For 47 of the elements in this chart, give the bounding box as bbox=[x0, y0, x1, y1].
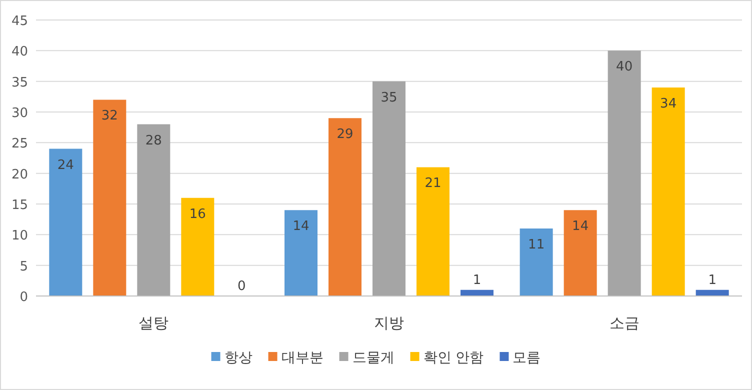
bar bbox=[328, 118, 362, 296]
bar bbox=[608, 50, 641, 296]
data-label: 14 bbox=[572, 219, 589, 234]
bar bbox=[460, 290, 494, 296]
data-label: 34 bbox=[660, 96, 677, 112]
bar bbox=[416, 167, 450, 296]
bar bbox=[284, 210, 318, 296]
bar bbox=[181, 198, 214, 296]
x-tick-label: 소금 bbox=[609, 314, 640, 332]
data-label: 40 bbox=[616, 60, 633, 75]
bar bbox=[652, 87, 685, 296]
bar bbox=[696, 290, 729, 296]
data-label: 29 bbox=[336, 127, 354, 142]
y-tick-label: 40 bbox=[11, 44, 28, 60]
y-tick-label: 5 bbox=[20, 259, 28, 274]
data-label: 24 bbox=[57, 158, 74, 173]
y-tick-label: 35 bbox=[11, 75, 28, 90]
x-tick-label: 지방 bbox=[374, 314, 404, 332]
legend-label: 항상 bbox=[224, 350, 252, 366]
data-label: 1 bbox=[708, 272, 716, 288]
y-tick-label: 30 bbox=[11, 106, 28, 121]
legend-label: 확인 안함 bbox=[423, 350, 484, 366]
data-label: 16 bbox=[189, 206, 206, 222]
data-label: 21 bbox=[424, 176, 442, 192]
bar bbox=[520, 228, 553, 296]
legend-label: 대부분 bbox=[281, 350, 324, 366]
bar bbox=[49, 148, 82, 296]
y-tick-label: 20 bbox=[11, 167, 28, 182]
y-tick-label: 0 bbox=[20, 290, 28, 305]
bar bbox=[372, 81, 406, 296]
x-tick-label: 설탕 bbox=[138, 314, 169, 332]
bar bbox=[564, 210, 597, 296]
data-label: 0 bbox=[238, 279, 246, 294]
data-label: 14 bbox=[292, 219, 310, 234]
data-label: 32 bbox=[101, 108, 118, 124]
bar bbox=[93, 100, 126, 296]
legend-label: 모름 bbox=[512, 350, 541, 366]
y-tick-label: 25 bbox=[11, 136, 28, 152]
y-tick-label: 10 bbox=[11, 228, 28, 244]
data-label: 1 bbox=[472, 272, 482, 288]
bar bbox=[137, 124, 170, 296]
legend-label: 드물게 bbox=[352, 350, 394, 366]
y-tick-label: 15 bbox=[11, 198, 28, 213]
data-label: 28 bbox=[145, 133, 162, 148]
y-tick-label: 45 bbox=[11, 14, 28, 29]
data-label: 11 bbox=[528, 238, 545, 253]
data-label: 35 bbox=[380, 90, 398, 106]
